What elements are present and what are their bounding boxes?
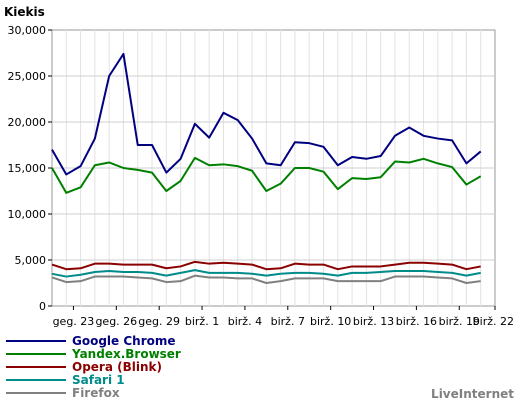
- x-tick-label: birž. 16: [396, 315, 437, 328]
- legend-label: Yandex.Browser: [71, 347, 181, 361]
- y-axis: 0 5,000 10,000 15,000 20,000 25,000 30,000: [8, 24, 52, 313]
- series-line: [51, 260, 481, 271]
- x-tick-label: geg. 29: [138, 315, 180, 328]
- legend-label: Opera (Blink): [72, 360, 162, 374]
- series-line: [51, 156, 482, 194]
- series-line: [51, 274, 481, 284]
- x-axis: geg. 23 geg. 26 geg. 29 birž. 1 birž. 4 birž.…: [53, 306, 514, 328]
- x-tick-label: birž. 19: [439, 315, 480, 328]
- y-tick-label: 30,000: [8, 24, 47, 37]
- series-line: [51, 269, 481, 278]
- credit-label: LiveInternet: [431, 387, 514, 401]
- y-tick-label: 20,000: [8, 116, 47, 129]
- x-tick-label: birž. 1: [185, 315, 219, 328]
- y-tick-label: 0: [39, 300, 46, 313]
- series-lines: [51, 52, 482, 284]
- x-tick-label: geg. 23: [53, 315, 95, 328]
- x-tick-label: birž. 10: [310, 315, 351, 328]
- y-tick-label: 25,000: [8, 70, 47, 83]
- x-tick-label: geg. 26: [95, 315, 137, 328]
- x-tick-label: birž. 13: [353, 315, 394, 328]
- legend-label: Firefox: [72, 386, 120, 400]
- legend-label: Safari 1: [72, 373, 125, 387]
- gridlines: [52, 30, 495, 306]
- y-axis-title: Kiekis: [4, 5, 45, 19]
- series-line: [51, 52, 482, 176]
- y-tick-label: 15,000: [8, 162, 47, 175]
- x-tick-label: birž. 7: [271, 315, 305, 328]
- legend-label: Google Chrome: [72, 334, 176, 348]
- y-tick-label: 10,000: [8, 208, 47, 221]
- x-tick-label: birž. 4: [228, 315, 262, 328]
- y-tick-label: 5,000: [15, 254, 47, 267]
- x-tick-label: birž. 22: [473, 315, 514, 328]
